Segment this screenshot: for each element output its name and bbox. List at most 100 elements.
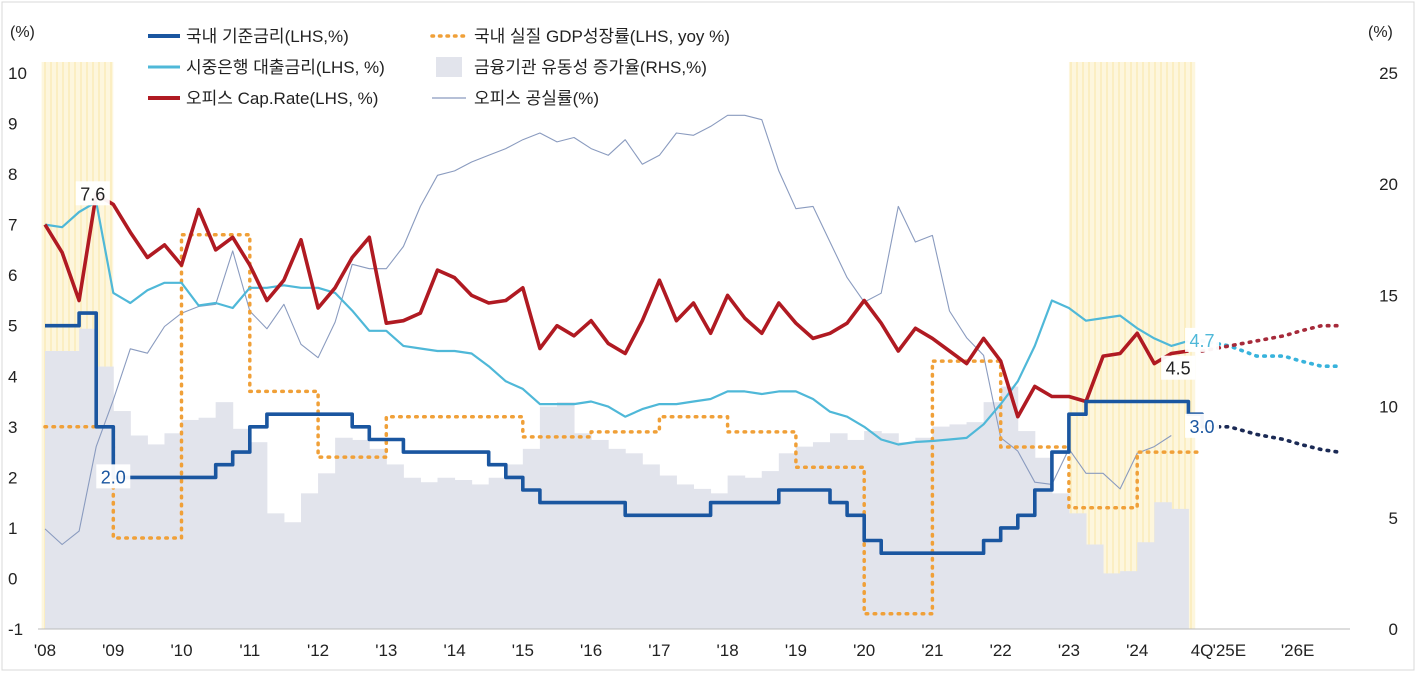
- annotations: 7.6 2.0 4.7 4.5 3.0: [75, 181, 1220, 489]
- liquidity-bar: [318, 473, 336, 629]
- left-tick-label: 3: [8, 418, 17, 437]
- liquidity-bar: [898, 442, 916, 629]
- forecast-cap-rate-fc-line: [1200, 323, 1341, 353]
- liquidity-bar: [147, 444, 165, 629]
- liquidity-bar: [522, 448, 541, 629]
- liquidity-bar: [676, 484, 694, 629]
- left-tick-label: 7: [8, 216, 17, 235]
- liquidity-bar: [864, 431, 882, 629]
- annotation-label: 3.0: [1190, 417, 1215, 437]
- liquidity-bar: [335, 437, 353, 629]
- liquidity-bar: [505, 464, 524, 629]
- right-tick-label: 20: [1379, 175, 1398, 194]
- annotation-bg: [75, 181, 110, 206]
- liquidity-bar: [1034, 457, 1053, 629]
- liquidity-bar: [966, 422, 985, 629]
- liquidity-bar: [215, 402, 234, 629]
- annotation-label: 7.6: [80, 184, 105, 204]
- right-axis-unit: (%): [1368, 24, 1393, 41]
- liquidity-bar: [693, 488, 712, 629]
- liquidity-bar: [403, 477, 421, 629]
- series-cap-rate-line: [43, 192, 1189, 419]
- liquidity-bar: [45, 351, 63, 629]
- annotation-bg: [96, 464, 131, 489]
- liquidity-bar: [232, 428, 251, 629]
- legend-label-base-rate: 국내 기준금리(LHS,%): [186, 27, 349, 46]
- liquidity-bar: [642, 464, 660, 629]
- liquidity-bar: [710, 493, 729, 629]
- liquidity-bar: [437, 477, 456, 629]
- liquidity-bar: [300, 493, 319, 629]
- liquidity-bar: [983, 402, 1002, 629]
- x-tick-label: '09: [102, 641, 124, 660]
- series-lines: [43, 114, 1341, 616]
- x-tick-label: 4Q: [1191, 641, 1214, 660]
- annotation-label: 4.5: [1166, 359, 1191, 379]
- x-tick-label: '24: [1126, 641, 1148, 660]
- liquidity-bar: [1017, 431, 1036, 629]
- right-tick-label: 10: [1379, 398, 1398, 417]
- right-tick-label: 25: [1379, 64, 1398, 83]
- liquidity-bar: [198, 417, 217, 629]
- annotation-label: 2.0: [101, 467, 126, 487]
- axes: (%) (%) -1 0 1 2 3 4 5 6 7 8 9 10 0 5 10 15 20 25 '08 '09 '1…: [8, 24, 1398, 660]
- x-tick-label: '11: [239, 641, 260, 660]
- left-tick-label: -1: [8, 620, 23, 639]
- liquidity-bar: [539, 406, 558, 629]
- liquidity-bar: [932, 426, 950, 629]
- x-tick-label: '08: [34, 641, 56, 660]
- liquidity-bar: [915, 437, 933, 629]
- liquidity-bar: [761, 471, 780, 629]
- liquidity-bar: [488, 477, 507, 629]
- liquidity-bar: [79, 328, 97, 629]
- left-tick-label: 2: [8, 468, 17, 487]
- legend-swatch-liquidity: [436, 57, 462, 77]
- liquidity-bar: [574, 433, 592, 629]
- x-tick-label: '12: [307, 641, 329, 660]
- legend-label-vacancy: 오피스 공실률(%): [474, 89, 599, 108]
- annotation-bg: [1161, 355, 1196, 380]
- liquidity-bar: [1051, 493, 1070, 629]
- liquidity-bar: [130, 435, 148, 629]
- liquidity-bar: [949, 424, 968, 629]
- liquidity-bar: [625, 453, 643, 629]
- annotation-bg: [1185, 327, 1220, 352]
- liquidity-bar: [283, 522, 302, 629]
- left-axis-unit: (%): [10, 24, 35, 41]
- x-tick-label: '18: [717, 641, 739, 660]
- legend-label-gdp: 국내 실질 GDP성장률(LHS, yoy %): [474, 27, 730, 46]
- annotation-bg: [1185, 413, 1220, 438]
- liquidity-bar: [369, 448, 387, 629]
- left-tick-label: 10: [8, 64, 27, 83]
- series-vacancy-line: [44, 114, 1172, 546]
- liquidity-bars: [45, 328, 1189, 629]
- annotation-label: 4.7: [1190, 331, 1215, 351]
- liquidity-bar: [1000, 386, 1019, 629]
- liquidity-bar: [1068, 513, 1087, 629]
- legend-label-liquidity: 금융기관 유동성 증가율(RHS,%): [474, 58, 707, 77]
- legend-label-cap-rate: 오피스 Cap.Rate(LHS, %): [186, 89, 378, 108]
- liquidity-bar: [591, 439, 609, 629]
- liquidity-bar: [795, 446, 814, 629]
- liquidity-bar: [1171, 508, 1189, 629]
- x-tick-label: '21: [921, 641, 943, 660]
- left-tick-label: 9: [8, 115, 17, 134]
- liquidity-bar: [62, 351, 80, 629]
- liquidity-bar: [1120, 571, 1138, 629]
- liquidity-bar: [164, 433, 183, 629]
- liquidity-bar: [386, 464, 404, 629]
- left-tick-label: 1: [8, 519, 17, 538]
- liquidity-bar: [778, 453, 797, 629]
- forecast-loan-rate-fc-line: [1200, 339, 1341, 368]
- series-loan-rate-line: [44, 200, 1189, 446]
- legend: 국내 기준금리(LHS,%) 시중은행 대출금리(LHS, %) 오피스 Cap…: [148, 27, 730, 108]
- legend-label-loan-rate: 시중은행 대출금리(LHS, %): [186, 58, 385, 77]
- liquidity-bar: [744, 477, 763, 629]
- liquidity-bar: [1103, 573, 1121, 629]
- left-tick-label: 6: [8, 266, 17, 285]
- liquidity-bar: [812, 442, 831, 629]
- x-tick-label: '20: [853, 641, 875, 660]
- x-tick-label: '13: [375, 641, 397, 660]
